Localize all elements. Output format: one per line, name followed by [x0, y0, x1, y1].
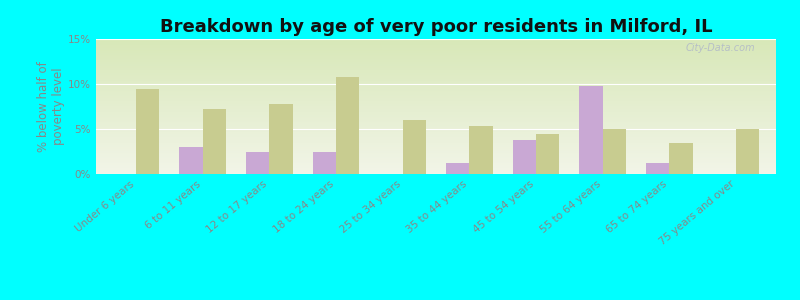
Bar [402, 120, 426, 174]
Title: Breakdown by age of very poor residents in Milford, IL: Breakdown by age of very poor residents … [160, 18, 712, 36]
Bar [336, 77, 359, 174]
Bar [446, 163, 470, 174]
Text: City-Data.com: City-Data.com [686, 43, 755, 53]
Bar [536, 134, 559, 174]
Y-axis label: % below half of
poverty level: % below half of poverty level [38, 61, 66, 152]
Bar [470, 126, 493, 174]
Bar [736, 129, 759, 174]
Bar [179, 147, 202, 174]
Bar [513, 140, 536, 174]
Bar [270, 104, 293, 174]
Bar [202, 109, 226, 174]
Bar [646, 163, 670, 174]
Bar [136, 89, 159, 174]
Bar [313, 152, 336, 174]
Bar [602, 129, 626, 174]
Bar [579, 86, 602, 174]
Bar [246, 152, 270, 174]
Bar [670, 142, 693, 174]
